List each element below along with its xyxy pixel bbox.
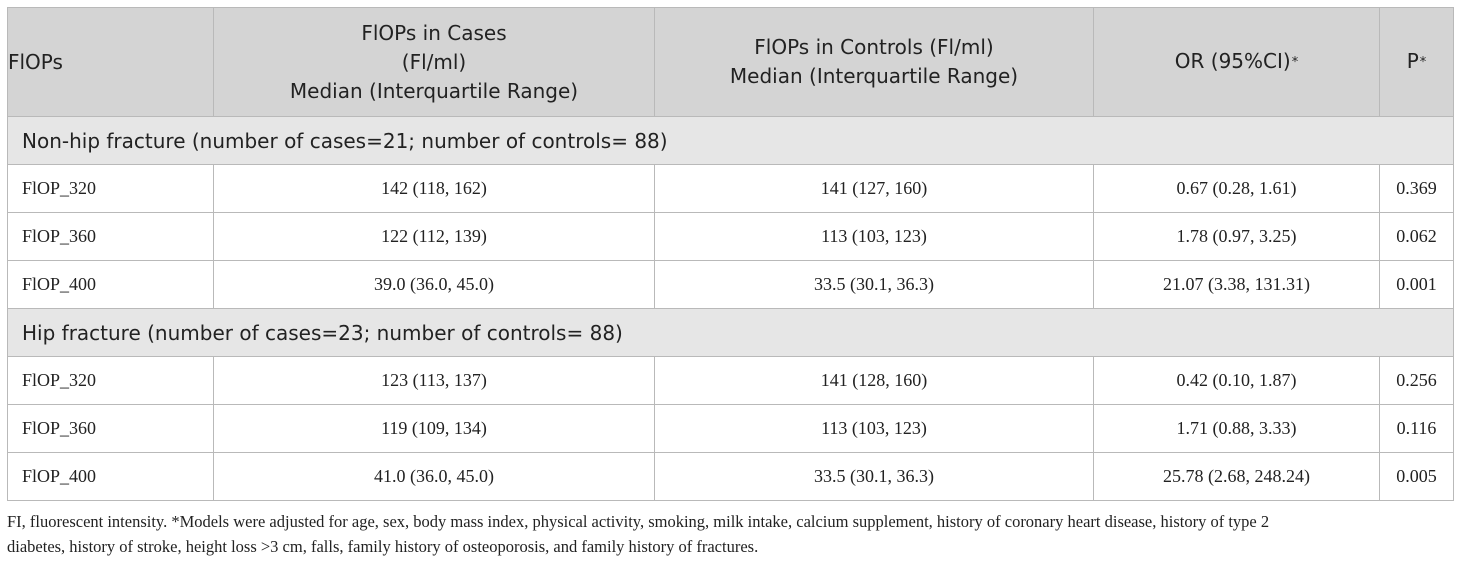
header-cases-line1: FlOPs in Cases — [361, 20, 507, 45]
header-cases-line3: Median (Interquartile Range) — [289, 78, 579, 103]
cell-p: 0.369 — [1379, 164, 1454, 213]
cell-cases: 142 (118, 162) — [213, 164, 655, 213]
cell-controls: 113 (103, 123) — [654, 212, 1094, 261]
table-row: FlOP_360 119 (109, 134) 113 (103, 123) 1… — [7, 404, 1454, 453]
cell-or: 21.07 (3.38, 131.31) — [1093, 260, 1380, 309]
cell-p: 0.256 — [1379, 356, 1454, 405]
cell-flop: FlOP_360 — [7, 212, 214, 261]
cell-cases: 123 (113, 137) — [213, 356, 655, 405]
cell-cases: 39.0 (36.0, 45.0) — [213, 260, 655, 309]
table-row: FlOP_320 142 (118, 162) 141 (127, 160) 0… — [7, 164, 1454, 213]
table-row: FlOP_400 39.0 (36.0, 45.0) 33.5 (30.1, 3… — [7, 260, 1454, 309]
cell-cases: 122 (112, 139) — [213, 212, 655, 261]
table-row: FlOP_320 123 (113, 137) 141 (128, 160) 0… — [7, 356, 1454, 405]
section-header-non-hip: Non-hip fracture (number of cases=21; nu… — [7, 116, 1454, 165]
header-cases-line2: (Fl/ml) — [401, 49, 467, 74]
header-p-star: * — [1419, 55, 1427, 70]
table-row: FlOP_360 122 (112, 139) 113 (103, 123) 1… — [7, 212, 1454, 261]
table-footnote: FI, fluorescent intensity. *Models were … — [7, 509, 1453, 559]
cell-p: 0.005 — [1379, 452, 1454, 501]
cell-or: 25.78 (2.68, 248.24) — [1093, 452, 1380, 501]
cell-controls: 141 (127, 160) — [654, 164, 1094, 213]
cell-controls: 33.5 (30.1, 36.3) — [654, 452, 1094, 501]
cell-cases: 119 (109, 134) — [213, 404, 655, 453]
header-or: OR (95%CI)* — [1093, 7, 1380, 117]
cell-flop: FlOP_320 — [7, 356, 214, 405]
cell-cases: 41.0 (36.0, 45.0) — [213, 452, 655, 501]
header-or-text: OR (95%CI) — [1174, 49, 1291, 73]
header-p-text: P — [1406, 49, 1419, 73]
table-row: FlOP_400 41.0 (36.0, 45.0) 33.5 (30.1, 3… — [7, 452, 1454, 501]
cell-p: 0.116 — [1379, 404, 1454, 453]
cell-flop: FlOP_400 — [7, 260, 214, 309]
header-cases: FlOPs in Cases (Fl/ml) Median (Interquar… — [213, 7, 655, 117]
section-header-hip: Hip fracture (number of cases=23; number… — [7, 308, 1454, 357]
cell-controls: 141 (128, 160) — [654, 356, 1094, 405]
cell-flop: FlOP_400 — [7, 452, 214, 501]
footnote-line-1: FI, fluorescent intensity. *Models were … — [7, 512, 1270, 531]
results-table: FlOPs FlOPs in Cases (Fl/ml) Median (Int… — [7, 7, 1454, 501]
cell-or: 1.71 (0.88, 3.33) — [1093, 404, 1380, 453]
cell-flop: FlOP_360 — [7, 404, 214, 453]
header-p: P* — [1379, 7, 1454, 117]
section-title: Non-hip fracture (number of cases=21; nu… — [7, 116, 1454, 165]
header-row: FlOPs FlOPs in Cases (Fl/ml) Median (Int… — [7, 7, 1454, 117]
header-controls-line1: FlOPs in Controls (Fl/ml) — [754, 35, 994, 59]
cell-or: 1.78 (0.97, 3.25) — [1093, 212, 1380, 261]
cell-or: 0.67 (0.28, 1.61) — [1093, 164, 1380, 213]
cell-p: 0.062 — [1379, 212, 1454, 261]
cell-or: 0.42 (0.10, 1.87) — [1093, 356, 1380, 405]
footnote-line-2: diabetes, history of stroke, height loss… — [7, 537, 759, 556]
header-controls: FlOPs in Controls (Fl/ml) Median (Interq… — [654, 7, 1094, 117]
header-or-star: * — [1291, 55, 1299, 70]
cell-flop: FlOP_320 — [7, 164, 214, 213]
section-title: Hip fracture (number of cases=23; number… — [7, 308, 1454, 357]
header-flops-text: FlOPs — [8, 49, 63, 74]
header-controls-line2: Median (Interquartile Range) — [729, 64, 1019, 88]
header-flops: FlOPs — [7, 7, 214, 117]
cell-controls: 113 (103, 123) — [654, 404, 1094, 453]
cell-controls: 33.5 (30.1, 36.3) — [654, 260, 1094, 309]
cell-p: 0.001 — [1379, 260, 1454, 309]
document: FlOPs FlOPs in Cases (Fl/ml) Median (Int… — [7, 7, 1454, 559]
